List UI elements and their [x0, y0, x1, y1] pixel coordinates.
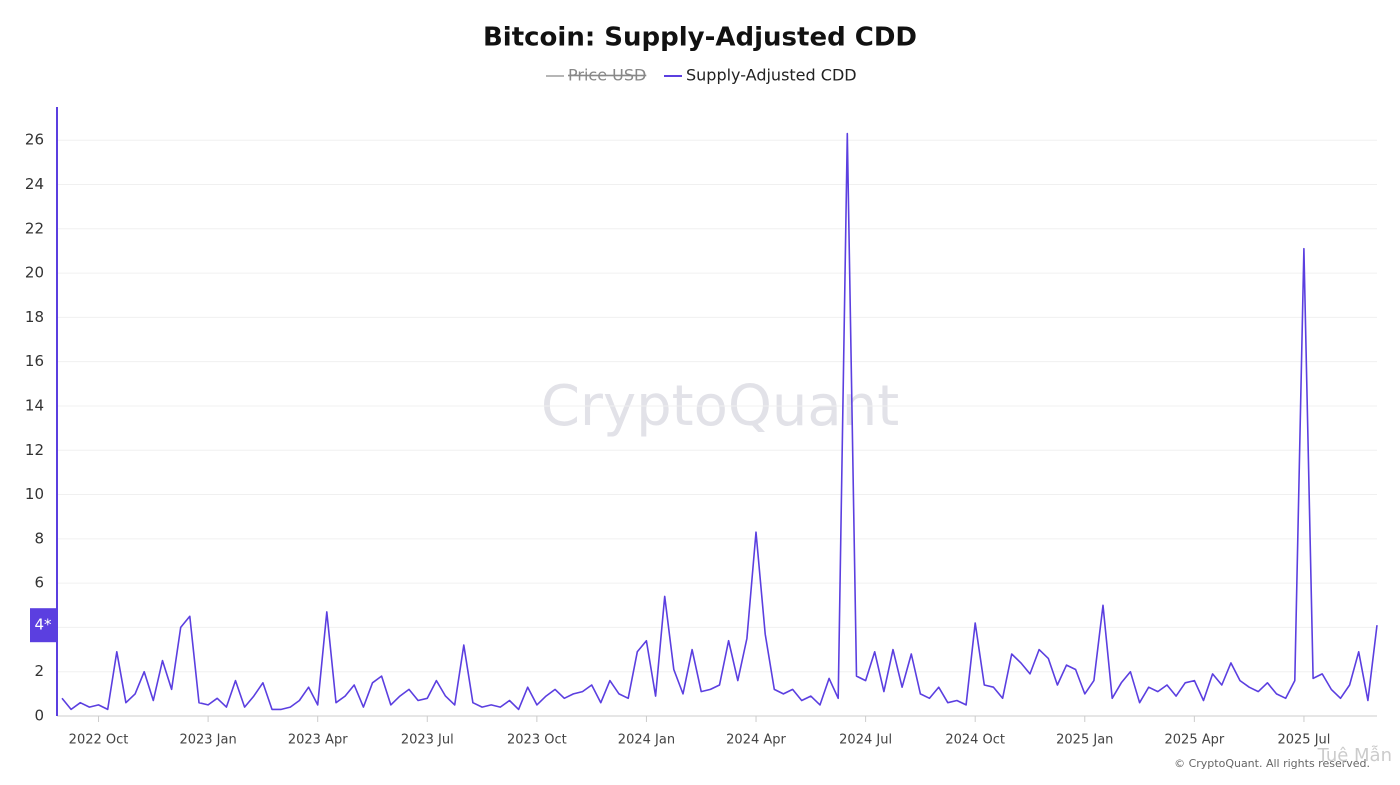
y-tick-label: 16 [25, 352, 44, 370]
x-tick-label: 2024 Oct [945, 733, 1005, 748]
x-tick-label: 2024 Jan [618, 733, 675, 748]
legend-label[interactable]: Supply-Adjusted CDD [686, 66, 857, 85]
x-tick-label: 2024 Jul [839, 733, 892, 748]
y-tick-label: 12 [25, 441, 44, 459]
y-tick-label: 14 [25, 396, 44, 414]
current-value-box [30, 608, 57, 643]
y-tick-label: 10 [25, 485, 44, 503]
y-tick-label: 26 [25, 131, 44, 149]
copyright: © CryptoQuant. All rights reserved. [1174, 757, 1370, 770]
y-tick-label: 0 [34, 707, 44, 725]
chart-title: Bitcoin: Supply-Adjusted CDD [483, 23, 917, 53]
y-tick-label: 24 [25, 175, 44, 193]
y-tick-label: 2 [34, 662, 44, 680]
y-tick-label: 8 [34, 529, 44, 547]
data-line [61, 132, 1378, 711]
x-tick-label: 2023 Oct [507, 733, 567, 748]
x-tick-label: 2022 Oct [69, 733, 129, 748]
legend-label[interactable]: Price USD [568, 66, 646, 85]
x-tick-label: 2023 Jul [401, 733, 454, 748]
current-value-label: 4* [34, 616, 52, 634]
y-tick-label: 20 [25, 264, 44, 282]
x-tick-label: 2024 Apr [726, 733, 786, 748]
x-tick-label: 2025 Jan [1056, 733, 1113, 748]
x-tick-label: 2025 Jul [1277, 733, 1330, 748]
corner-watermark: Tuệ Mẫn [1317, 745, 1392, 766]
watermark: CryptoQuant [541, 374, 899, 439]
x-tick-label: 2023 Jan [179, 733, 236, 748]
x-tick-label: 2025 Apr [1165, 733, 1225, 748]
y-tick-label: 18 [25, 308, 44, 326]
y-tick-label: 6 [34, 574, 44, 592]
y-tick-label: 22 [25, 219, 44, 237]
x-tick-label: 2023 Apr [288, 733, 348, 748]
